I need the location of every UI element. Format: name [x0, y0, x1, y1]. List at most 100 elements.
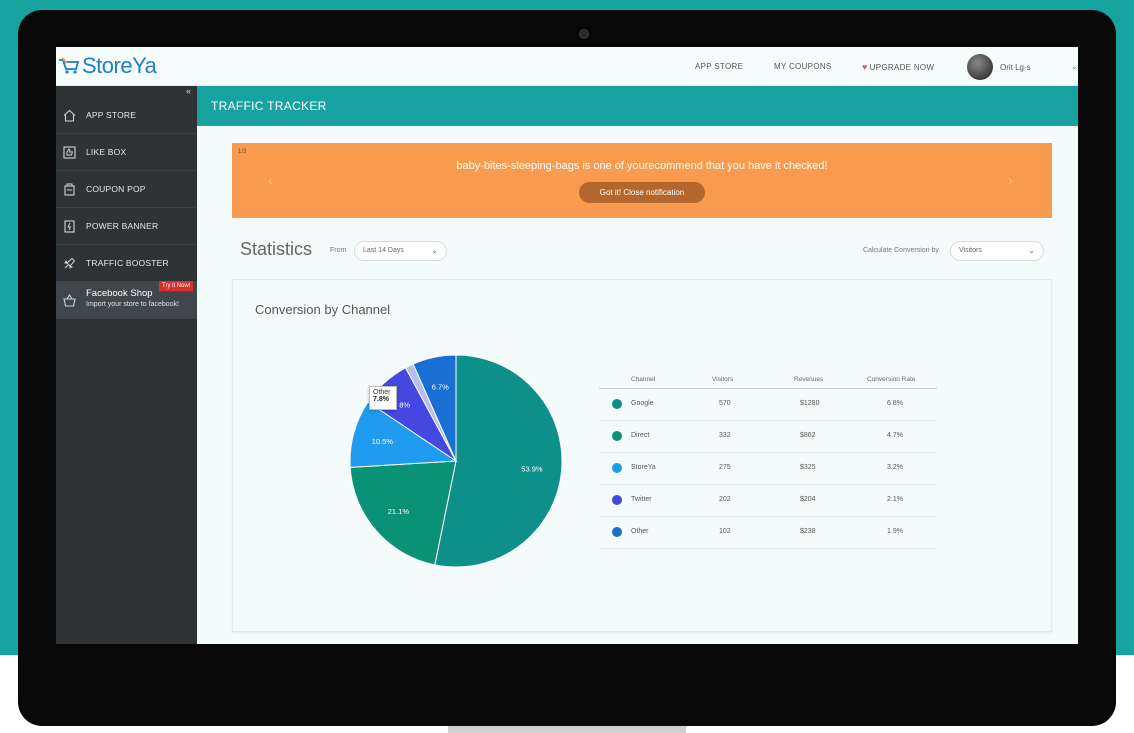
legend-dot	[612, 399, 622, 409]
notification-counter: 1/3	[238, 149, 247, 155]
pie-chart: 53.9% 21.1% 10.5% 8% 6.7%	[349, 354, 563, 568]
pie-data-label: 8%	[399, 401, 410, 410]
chevron-down-icon[interactable]: ⌄	[1071, 62, 1078, 71]
cell-visitors: 275	[719, 464, 731, 471]
page-title: TRAFFIC TRACKER	[211, 99, 327, 113]
tooltip-name: Other	[373, 389, 391, 396]
cell-visitors: 332	[719, 432, 731, 439]
house-icon	[62, 108, 76, 122]
pie-slice-direct[interactable]	[349, 460, 457, 566]
like-box-icon	[62, 145, 76, 159]
legend-dot	[612, 495, 622, 505]
heart-icon: ♥	[862, 62, 868, 72]
cell-channel: Other	[631, 528, 649, 535]
sidebar-item-label: APP STORE	[86, 110, 137, 120]
conversion-basis-select[interactable]: Visitors ⌄	[950, 241, 1044, 261]
sidebar-item-label: COUPON POP	[86, 184, 146, 194]
table-row[interactable]: Twitter 202 $204 2.1%	[599, 485, 937, 517]
cell-channel: Twitter	[631, 496, 652, 503]
sidebar-item-traffic-booster[interactable]: TRAFFIC BOOSTER	[56, 245, 197, 282]
chevron-left-icon[interactable]: ‹	[268, 172, 273, 188]
logo[interactable]: StoreYa	[58, 53, 157, 79]
cell-revenues: $204	[800, 496, 816, 503]
cell-conversion-rate: 6.8%	[887, 400, 903, 407]
page-header: TRAFFIC TRACKER	[197, 86, 1078, 126]
basket-icon	[62, 293, 76, 307]
cell-revenues: $238	[800, 528, 816, 535]
column-header-visitors: Visitors	[712, 376, 734, 383]
sidebar-item-label: LIKE BOX	[86, 147, 127, 157]
cell-visitors: 570	[719, 400, 731, 407]
legend-dot	[612, 527, 622, 537]
from-label: From	[330, 247, 347, 254]
close-notification-button[interactable]: Got it! Close notification	[579, 182, 705, 203]
cell-revenues: $325	[800, 464, 816, 471]
facebook-shop-subtitle: Import your store to facebook!	[86, 301, 179, 308]
avatar[interactable]	[967, 54, 993, 80]
try-now-badge: Try it Now!	[159, 281, 194, 291]
calculate-conversion-label: Calculate Conversion by	[863, 247, 939, 254]
username[interactable]: Orit Lg-s	[1000, 63, 1031, 72]
logo-text: StoreYa	[82, 53, 157, 78]
camera-icon	[579, 29, 589, 39]
chart-title: Conversion by Channel	[255, 302, 391, 317]
monitor-stand	[448, 726, 686, 733]
cell-conversion-rate: 1.9%	[887, 528, 903, 535]
nav-app-store[interactable]: APP STORE	[695, 62, 744, 71]
conversion-basis-value: Visitors	[959, 247, 982, 254]
column-header-revenues: Revenues	[794, 376, 824, 383]
chevron-down-icon: ⌄	[431, 246, 438, 255]
cell-channel: Direct	[631, 432, 650, 439]
pie-data-label: 6.7%	[432, 382, 449, 391]
conversion-card: Conversion by Channel 53.9% 21.1% 10.5% 8% 6…	[232, 279, 1052, 632]
sidebar-item-facebook-shop[interactable]: Facebook Shop Import your store to faceb…	[56, 281, 197, 319]
facebook-shop-title: Facebook Shop	[86, 288, 153, 299]
legend-dot	[612, 431, 622, 441]
cell-channel: StoreYa	[631, 464, 656, 471]
sidebar-item-power-banner[interactable]: POWER BANNER	[56, 208, 197, 245]
table-row[interactable]: Other 102 $238 1.9%	[599, 517, 937, 549]
pie-slice-other[interactable]	[412, 354, 457, 462]
column-header-channel: Channel	[631, 376, 656, 383]
nav-upgrade-now[interactable]: ♥ UPGRADE NOW	[862, 62, 934, 72]
sidebar-item-app-store[interactable]: APP STORE	[56, 97, 197, 134]
notification-banner: 1/3 ‹ baby-bites-sleeping-bags is one of…	[232, 143, 1052, 218]
coupon-pop-icon	[62, 182, 76, 196]
table-header: Channel Visitors Revenues Conversion Rat…	[599, 374, 937, 389]
chart-tooltip: Other 7.8%	[369, 386, 397, 410]
cell-conversion-rate: 2.1%	[887, 496, 903, 503]
pie-slice-google[interactable]	[434, 354, 563, 568]
cell-conversion-rate: 4.7%	[887, 432, 903, 439]
chevron-right-icon[interactable]: ›	[1008, 172, 1013, 188]
cell-channel: Google	[631, 400, 654, 407]
statistics-title: Statistics	[240, 239, 313, 259]
sidebar-item-label: TRAFFIC BOOSTER	[86, 258, 169, 268]
column-header-conversion-rate: Conversion Rate	[867, 376, 916, 383]
table-row[interactable]: Direct 332 $862 4.7%	[599, 421, 937, 453]
collapse-icon[interactable]: «	[186, 86, 192, 96]
chevron-down-icon: ⌄	[1028, 246, 1035, 255]
pie-data-label: 21.1%	[388, 507, 410, 516]
sidebar-item-label: POWER BANNER	[86, 221, 159, 231]
cell-conversion-rate: 3.2%	[887, 464, 903, 471]
nav-my-coupons[interactable]: MY COUPONS	[774, 62, 832, 71]
power-banner-icon	[62, 219, 76, 233]
notification-message: baby-bites-sleeping-bags is one of youre…	[456, 160, 828, 172]
cell-revenues: $862	[800, 432, 816, 439]
date-range-value: Last 14 Days	[363, 247, 404, 254]
date-range-select[interactable]: Last 14 Days ⌄	[354, 241, 447, 261]
pie-data-label: 53.9%	[521, 465, 543, 474]
cell-visitors: 202	[719, 496, 731, 503]
top-bar: StoreYa APP STORE MY COUPONS ♥ UPGRADE NO…	[56, 47, 1078, 86]
pie-data-label: 10.5%	[372, 437, 394, 446]
sidebar-item-coupon-pop[interactable]: COUPON POP	[56, 171, 197, 208]
table-row[interactable]: StoreYa 275 $325 3.2%	[599, 453, 937, 485]
nav-upgrade-label: UPGRADE NOW	[869, 63, 935, 72]
cart-icon	[59, 57, 80, 74]
legend-dot	[612, 463, 622, 473]
rocket-icon	[62, 256, 76, 270]
table-row[interactable]: Google 570 $1280 6.8%	[599, 389, 937, 421]
sidebar-item-like-box[interactable]: LIKE BOX	[56, 134, 197, 171]
pie-slice-storeya[interactable]	[349, 401, 458, 468]
cell-revenues: $1280	[800, 400, 820, 407]
